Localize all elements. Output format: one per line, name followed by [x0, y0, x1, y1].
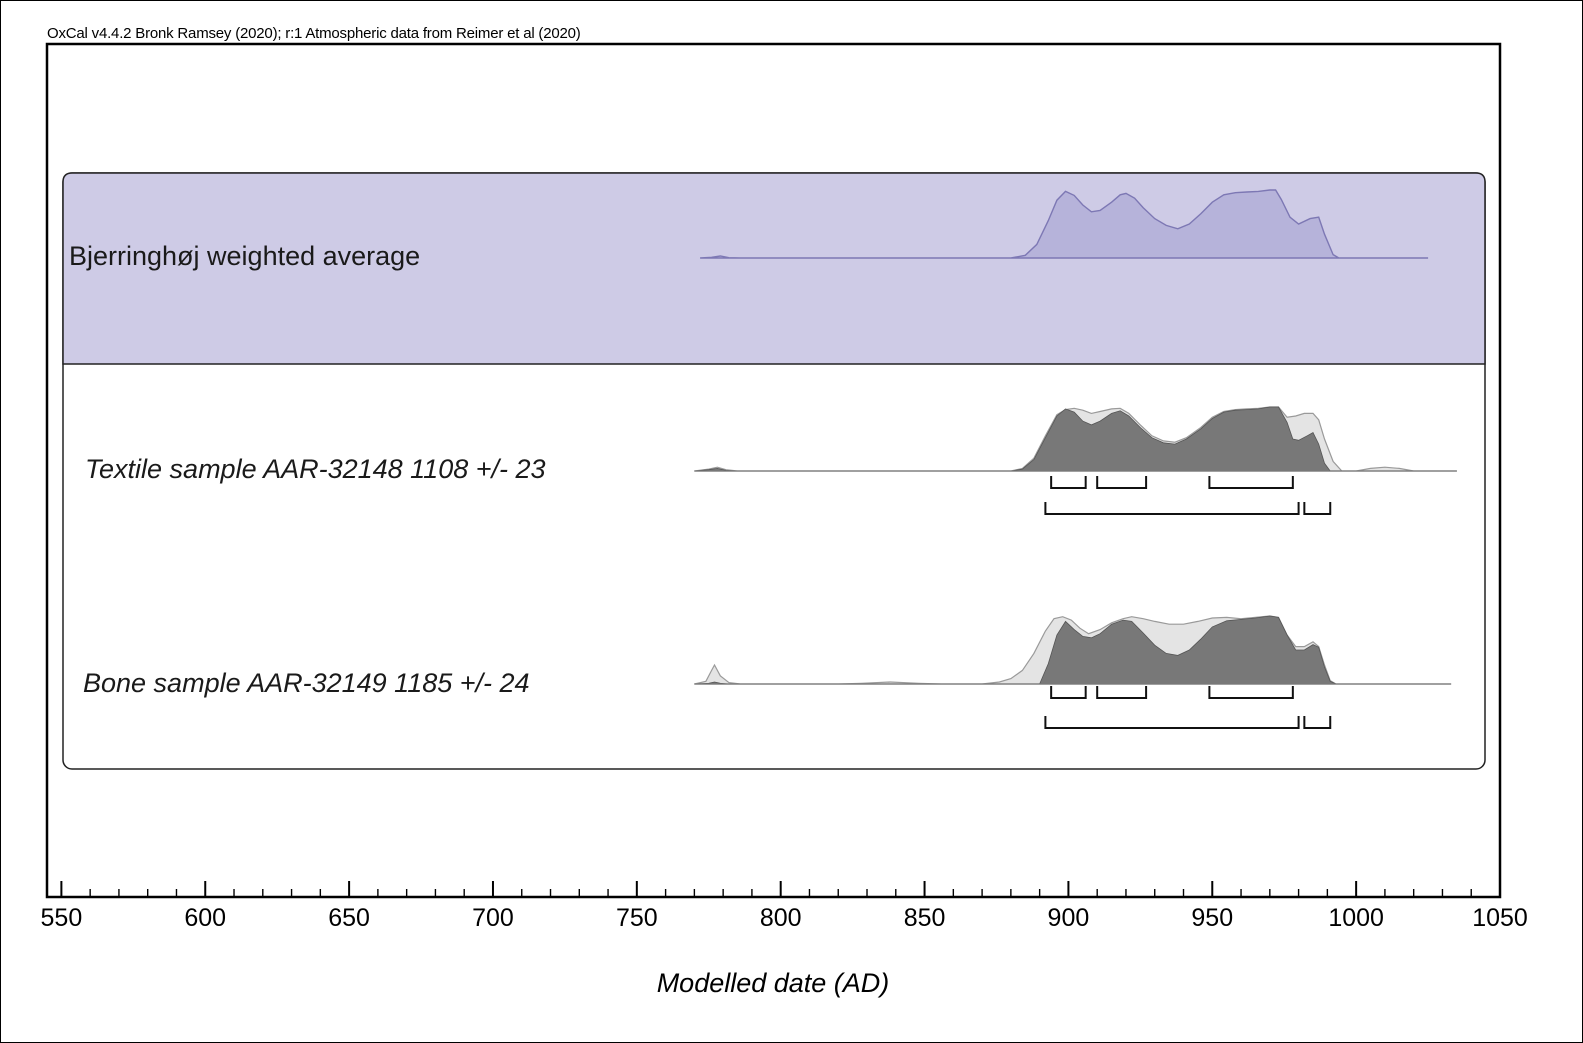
range-95-bone-sample-aar-32149-1185-24-0	[1044, 716, 1300, 729]
x-tick-label: 600	[184, 904, 226, 932]
posterior-distribution-bone-sample-aar-32149-1185-24	[694, 615, 1452, 685]
range-95-textile-sample-aar-32148-1108-23-1	[1303, 502, 1332, 515]
label-textile-sample: Textile sample AAR-32148 1108 +/- 23	[85, 454, 546, 484]
software-credit: OxCal v4.4.2 Bronk Ramsey (2020); r:1 At…	[47, 25, 581, 42]
posterior-distribution-textile-sample-aar-32148-1108-23	[694, 406, 1457, 472]
x-tick-label: 650	[328, 904, 370, 932]
plot-frame	[45, 42, 1502, 899]
x-tick-label: 800	[760, 904, 802, 932]
range-95-textile-sample-aar-32148-1108-23-0	[1044, 502, 1300, 515]
x-axis: 550 600 650 700 750 800 850 900 950 1000 1050	[41, 881, 1528, 932]
range-68-textile-sample-aar-32148-1108-23-2	[1208, 476, 1294, 489]
label-bone-sample: Bone sample AAR-32149 1185 +/- 24	[83, 668, 530, 698]
distribution-bjerringh-j-weighted-average	[700, 189, 1429, 259]
range-68-bone-sample-aar-32149-1185-24-0	[1050, 686, 1087, 699]
x-tick-label: 550	[41, 904, 83, 932]
x-tick-label: 1050	[1472, 904, 1528, 932]
x-tick-label: 950	[1191, 904, 1233, 932]
x-tick-label: 750	[616, 904, 658, 932]
range-68-bone-sample-aar-32149-1185-24-2	[1208, 686, 1294, 699]
range-68-bone-sample-aar-32149-1185-24-1	[1096, 686, 1148, 699]
label-weighted-average: Bjerringhøj weighted average	[69, 241, 420, 271]
label-layer: Bjerringhøj weighted average Textile sam…	[69, 241, 546, 698]
range-68-textile-sample-aar-32148-1108-23-0	[1050, 476, 1087, 489]
x-tick-label: 1000	[1328, 904, 1384, 932]
x-axis-label: Modelled date (AD)	[657, 968, 890, 998]
x-tick-label: 700	[472, 904, 514, 932]
range-68-textile-sample-aar-32148-1108-23-1	[1096, 476, 1148, 489]
series-layer	[694, 189, 1457, 729]
x-tick-label: 900	[1048, 904, 1090, 932]
x-tick-label: 850	[904, 904, 946, 932]
range-95-bone-sample-aar-32149-1185-24-1	[1303, 716, 1332, 729]
